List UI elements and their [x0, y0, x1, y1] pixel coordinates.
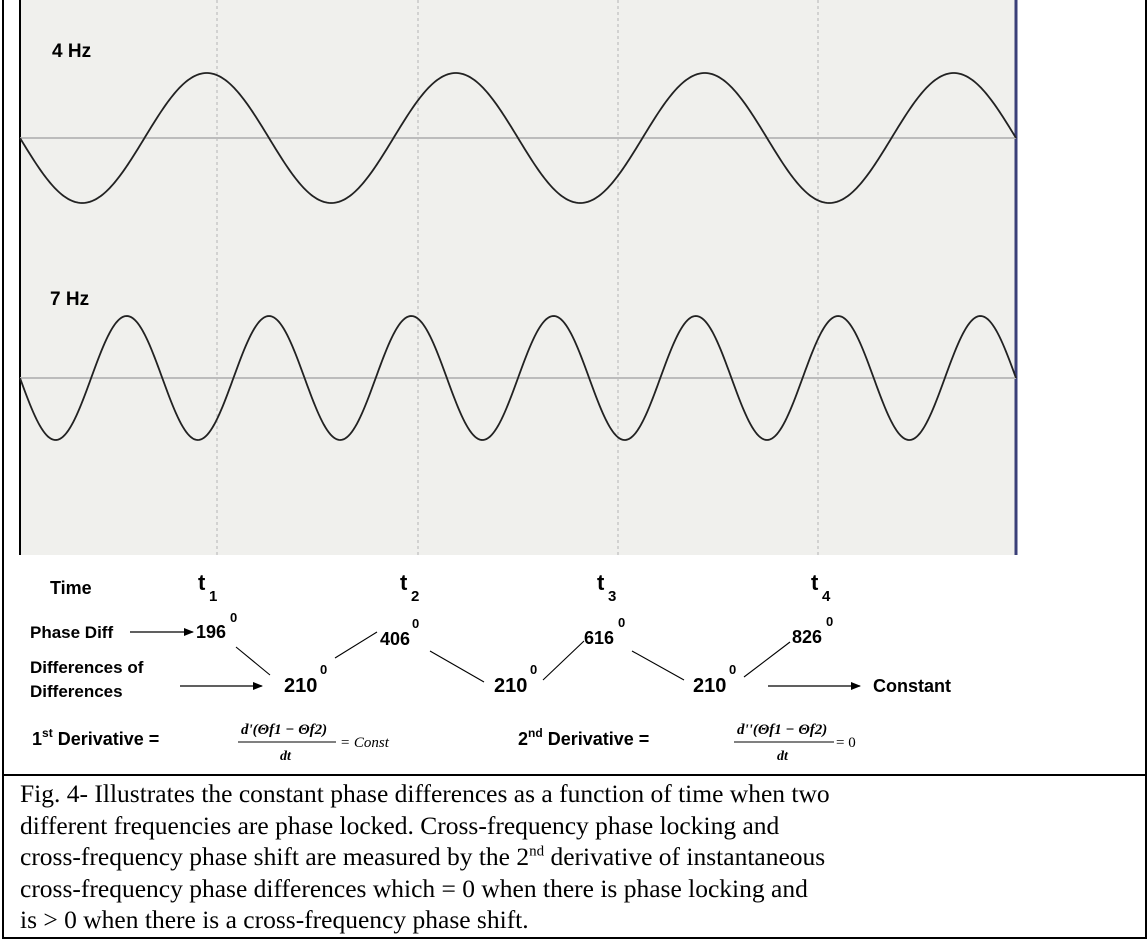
first-derivative-numerator: d'(Θf1 − Θf2)	[241, 722, 327, 738]
difference-value-2: 210	[494, 675, 527, 697]
phase-diff-value-1: 196	[196, 622, 226, 642]
connector-3b	[743, 641, 791, 678]
time-marker-t3: t 3	[597, 570, 616, 605]
second-derivative-label: 2nd Derivative =	[518, 726, 649, 749]
phase-diff-value-3: 616	[584, 628, 614, 648]
phase-diff-label: Phase Diff	[30, 623, 113, 642]
time-marker-t4-sub: 4	[822, 588, 831, 605]
wave-7hz	[19, 315, 1017, 441]
difference-connectors	[235, 631, 791, 683]
second-derivative: 2nd Derivative = d''(Θf1 − Θf2) dt = 0	[518, 722, 856, 764]
time-marker-t1-sub: 1	[209, 588, 217, 605]
caption-line-3-end: derivative of instantaneous	[544, 842, 826, 871]
differences-label-line2: Differences	[30, 682, 123, 701]
time-marker-t4-base: t	[811, 570, 819, 595]
wave-4hz	[19, 72, 1017, 204]
differences-label-line1: Differences of	[30, 658, 144, 677]
time-marker-t2-base: t	[400, 570, 408, 595]
time-marker-t1: t 1	[198, 570, 217, 605]
phase-diff-degree-4: 0	[826, 614, 833, 629]
caption-line-4: cross-frequency phase differences which …	[20, 873, 808, 903]
second-derivative-rhs: = 0	[836, 735, 856, 751]
time-gridlines	[216, 0, 819, 555]
caption-line-2: different frequencies are phase locked. …	[20, 810, 780, 840]
first-derivative: 1st Derivative = d'(Θf1 − Θf2) dt = Cons…	[32, 722, 390, 764]
caption-line-3-start: cross-frequency phase shift are measured…	[20, 842, 530, 871]
connector-2b	[542, 640, 585, 681]
first-derivative-rhs: = Const	[340, 735, 390, 751]
first-derivative-denominator: dt	[280, 749, 292, 764]
difference-degree-3: 0	[729, 662, 736, 677]
wave-label-4hz: 4 Hz	[52, 41, 91, 62]
time-marker-t2: t 2	[400, 570, 419, 605]
time-marker-t3-sub: 3	[608, 588, 616, 605]
figure-caption: Fig. 4- Illustrates the constant phase d…	[20, 778, 1130, 936]
second-derivative-numerator: d''(Θf1 − Θf2)	[737, 722, 827, 738]
phase-diff-value-2: 406	[380, 629, 410, 649]
caption-line-3: cross-frequency phase shift are measured…	[20, 841, 1130, 873]
connector-1b	[334, 631, 378, 659]
connector-1a	[235, 646, 271, 676]
second-derivative-denominator: dt	[777, 749, 789, 764]
difference-value-1: 210	[284, 675, 317, 697]
caption-line-1: Fig. 4- Illustrates the constant phase d…	[20, 779, 830, 808]
caption-line-3-sup: nd	[529, 843, 545, 860]
wave-label-7hz: 7 Hz	[50, 289, 89, 310]
caption-divider	[2, 774, 1145, 776]
phase-locking-diagram: 4 Hz 7 Hz Time t 1 t 2 t 3 t 4 Phase Dif…	[19, 0, 1018, 764]
difference-degree-1: 0	[320, 662, 327, 677]
time-marker-t3-base: t	[597, 570, 605, 595]
plot-area	[20, 0, 1016, 555]
time-marker-t2-sub: 2	[411, 588, 419, 605]
connector-2a	[429, 650, 485, 683]
difference-value-3: 210	[693, 675, 726, 697]
phase-diff-degree-1: 0	[230, 610, 237, 625]
difference-degree-2: 0	[530, 662, 537, 677]
constant-label: Constant	[873, 676, 951, 696]
time-label: Time	[50, 578, 92, 598]
phase-diff-degree-3: 0	[618, 615, 625, 630]
caption-line-5: is > 0 when there is a cross-frequency p…	[20, 905, 529, 934]
time-marker-t1-base: t	[198, 570, 206, 595]
connector-3a	[631, 650, 685, 681]
phase-diff-degree-2: 0	[412, 616, 419, 631]
phase-diff-value-4: 826	[792, 627, 822, 647]
first-derivative-label: 1st Derivative =	[32, 726, 159, 749]
time-marker-t4: t 4	[811, 570, 831, 605]
